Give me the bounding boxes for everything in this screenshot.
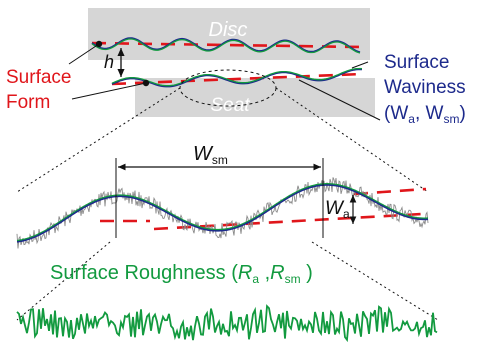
wa-label: Wa [325, 198, 350, 221]
surface-form-pointer-lower [71, 82, 147, 100]
surface-form-label-line1: Surface [6, 67, 71, 88]
roughness-profile-trace [16, 304, 438, 343]
mid-roughness-noise-trace [16, 177, 429, 249]
lower-waviness-profile [111, 68, 363, 88]
upper-waviness-profile [91, 37, 361, 54]
waviness-label-line2: Waviness [384, 77, 466, 98]
zoom-projection-left [16, 87, 181, 193]
h-label: h [104, 52, 114, 72]
zoom-projection-right [275, 87, 429, 193]
upper-waviness-green-trace [91, 38, 361, 54]
disc-block [88, 8, 370, 60]
surface-form-pointer-upper [68, 43, 100, 65]
lower-form-line [111, 72, 363, 86]
seat-label: Seat [210, 95, 250, 116]
waviness-pointer-line-2 [351, 61, 369, 69]
wsm-label: Wsm [193, 143, 228, 167]
seat-block [135, 78, 375, 117]
roughness-projection-left [16, 241, 111, 321]
lower-waviness-green-trace [111, 67, 363, 87]
mid-waviness-navy-trace [16, 184, 428, 243]
roughness-projection-right [311, 241, 439, 321]
waviness-label-line3: (Wa, Wsm) [384, 103, 466, 126]
waviness-pointer-line [298, 79, 381, 121]
mid-waviness-green-trace [16, 183, 428, 242]
roughness-label: Surface Roughness (Ra ,Rsm ) [50, 262, 313, 286]
surface-form-label-line2: Form [6, 92, 50, 113]
disc-label: Disc [209, 19, 248, 41]
waviness-label-line1: Surface [384, 52, 449, 73]
